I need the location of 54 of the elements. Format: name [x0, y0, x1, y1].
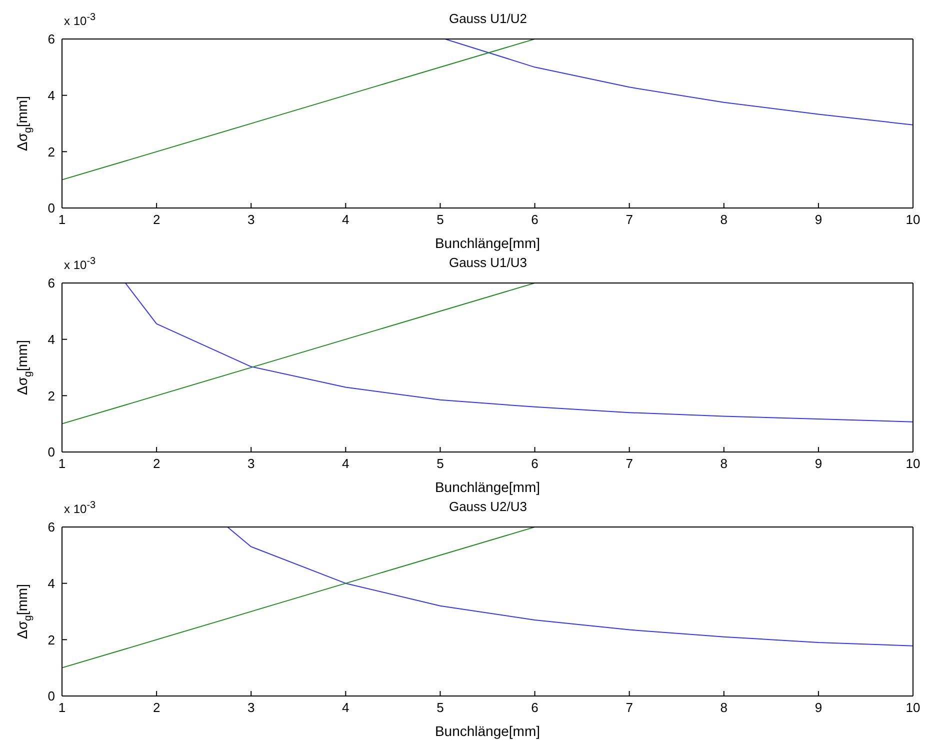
- x-tick-label: 4: [342, 456, 350, 472]
- x-tick-label: 7: [626, 212, 633, 228]
- y-tick-label: 2: [48, 632, 55, 648]
- x-tick-label: 8: [720, 700, 728, 716]
- y-tick-label: 0: [48, 444, 55, 460]
- x-tick-label: 8: [720, 212, 728, 228]
- x-tick-label: 5: [436, 212, 444, 228]
- x-tick-label: 2: [152, 700, 160, 716]
- text: x 10$^{-3}$: [64, 256, 96, 272]
- line-series: [124, 283, 913, 422]
- x-tick-label: 4: [342, 212, 350, 228]
- y-tick-label: 2: [48, 144, 55, 160]
- x-axis-title: Bunchlänge[mm]: [434, 235, 540, 251]
- x-tick-label: 2: [152, 212, 160, 228]
- text: x 10$^{-3}$: [64, 12, 96, 28]
- x-tick-label: 3: [247, 212, 255, 228]
- x-tick-label: 6: [531, 700, 538, 716]
- x-axis-title: Bunchlänge[mm]: [434, 479, 540, 495]
- chart-title: Gauss U1/U2: [448, 11, 528, 26]
- y-tick-label: 4: [48, 88, 55, 103]
- y-tick-label: 6: [48, 520, 55, 535]
- x-tick-label: 6: [531, 212, 538, 228]
- y-tick-label: 6: [48, 32, 55, 47]
- x-tick-label: 6: [531, 456, 538, 472]
- line-series: [444, 39, 913, 126]
- x-tick-label: 9: [814, 456, 822, 472]
- x-tick-label: 9: [814, 700, 822, 716]
- x-tick-label: 10: [906, 212, 920, 228]
- line-series: [226, 527, 913, 646]
- x-tick-label: 7: [626, 456, 633, 472]
- y-tick-label: 2: [48, 388, 55, 404]
- x-tick-label: 2: [152, 456, 160, 472]
- x-tick-label: 7: [626, 700, 633, 716]
- x-axis-title: Bunchlänge[mm]: [434, 723, 540, 739]
- y-tick-label: 4: [48, 576, 55, 591]
- x-tick-label: 4: [342, 700, 350, 716]
- x-tick-label: 5: [436, 456, 444, 472]
- x-tick-label: 10: [906, 456, 920, 472]
- chart-title: Gauss U2/U3: [448, 499, 528, 514]
- x-tick-label: 1: [58, 456, 66, 472]
- text: x 10$^{-3}$: [64, 500, 96, 516]
- y-tick-label: 6: [48, 276, 55, 291]
- y-tick-label: 4: [48, 332, 55, 347]
- x-tick-label: 1: [58, 212, 66, 228]
- x-tick-label: 3: [247, 700, 255, 716]
- chart-title: Gauss U1/U3: [448, 255, 528, 270]
- x-tick-label: 5: [436, 700, 444, 716]
- x-tick-label: 10: [906, 700, 920, 716]
- y-tick-label: 0: [48, 688, 55, 704]
- y-tick-label: 0: [48, 200, 55, 216]
- x-tick-label: 9: [814, 212, 822, 228]
- x-tick-label: 1: [58, 700, 66, 716]
- x-tick-label: 8: [720, 456, 728, 472]
- x-tick-label: 3: [247, 456, 255, 472]
